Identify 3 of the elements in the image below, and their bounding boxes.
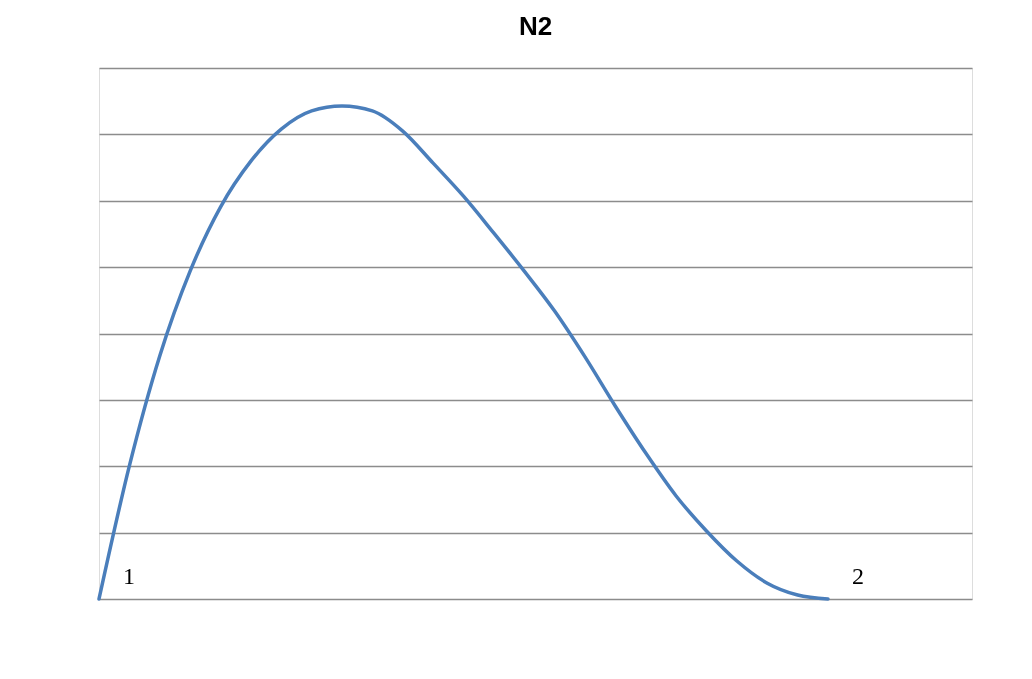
text: 2 — [852, 563, 864, 589]
annotation: 1 — [123, 563, 135, 589]
chart-title: N2 — [518, 11, 553, 41]
